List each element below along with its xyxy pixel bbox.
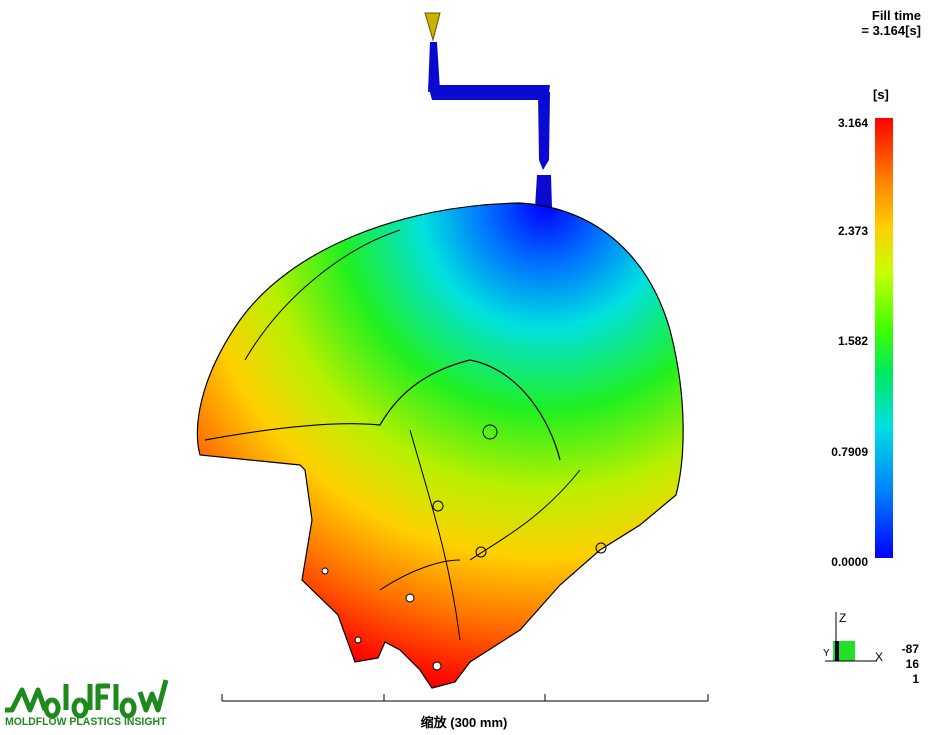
triad-z-label: Z bbox=[839, 611, 847, 625]
injection-point-icon bbox=[424, 12, 441, 42]
legend-unit: [s] bbox=[873, 87, 889, 102]
moldflow-logo bbox=[5, 679, 169, 719]
rotation-z: 1 bbox=[912, 672, 919, 686]
rotation-y: 16 bbox=[905, 657, 919, 671]
legend-tick: 3.164 bbox=[837, 116, 868, 130]
color-legend-bar bbox=[875, 118, 893, 558]
logo-tagline: MOLDFLOW PLASTICS INSIGHT bbox=[5, 716, 167, 728]
helmet-part bbox=[196, 202, 684, 689]
runner-system bbox=[424, 12, 552, 208]
scale-bar bbox=[221, 694, 709, 702]
triad-x-label: X bbox=[875, 650, 884, 664]
result-title: Fill time = 3.164[s] bbox=[861, 8, 921, 38]
result-value: = 3.164[s] bbox=[861, 23, 921, 38]
legend-tick: 2.373 bbox=[837, 224, 868, 238]
legend-tick: 0.7909 bbox=[831, 445, 868, 459]
legend-tick: 0.0000 bbox=[831, 555, 868, 569]
triad-y-label: Y bbox=[823, 648, 830, 659]
rotation-x: -87 bbox=[901, 642, 919, 656]
axis-triad bbox=[825, 612, 877, 662]
scale-label: 缩放 (300 mm) bbox=[420, 715, 508, 730]
legend-tick: 1.582 bbox=[837, 334, 868, 348]
result-name: Fill time bbox=[871, 8, 921, 23]
